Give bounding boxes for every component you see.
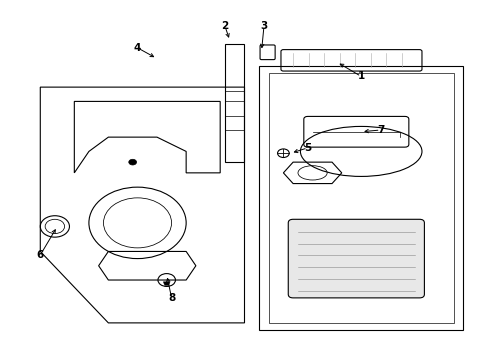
Text: 6: 6 xyxy=(37,250,44,260)
Text: 2: 2 xyxy=(221,21,228,31)
Text: 4: 4 xyxy=(134,43,141,53)
Text: 3: 3 xyxy=(260,21,267,31)
Circle shape xyxy=(128,159,136,165)
Polygon shape xyxy=(163,282,170,285)
FancyBboxPatch shape xyxy=(287,219,424,298)
Text: 5: 5 xyxy=(304,143,311,153)
Text: 7: 7 xyxy=(376,125,384,135)
Text: 1: 1 xyxy=(357,71,364,81)
Text: 8: 8 xyxy=(167,293,175,303)
